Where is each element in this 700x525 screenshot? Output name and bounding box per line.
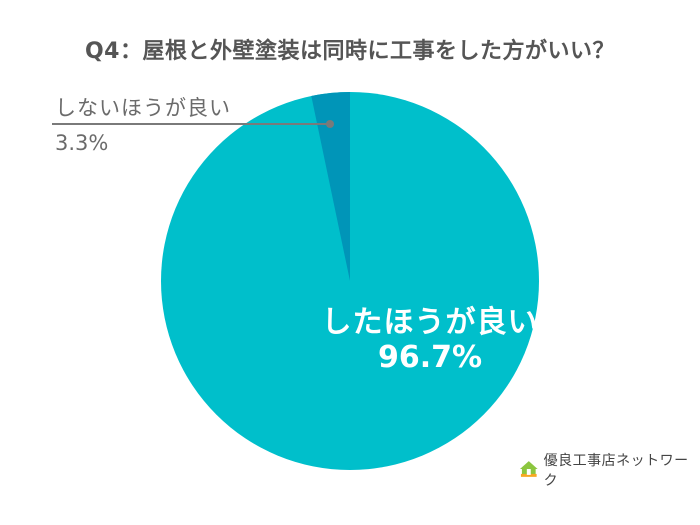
minor-slice-value: 3.3% bbox=[55, 131, 109, 155]
major-slice-value: 96.7% bbox=[377, 340, 483, 375]
major-slice-label: したほうが良い bbox=[321, 305, 539, 340]
brand-name: 優良工事店ネットワーク bbox=[543, 453, 689, 489]
pie-slice-minor bbox=[311, 92, 350, 281]
leader-dot bbox=[326, 120, 334, 128]
chart-title: Q4：屋根と外壁塗装は同時に工事をした方がいい？ bbox=[84, 39, 615, 64]
house-icon bbox=[519, 461, 538, 477]
brand-logo: 優良工事店ネットワーク bbox=[518, 450, 700, 490]
minor-slice-label: しないほうが良い bbox=[55, 96, 231, 120]
